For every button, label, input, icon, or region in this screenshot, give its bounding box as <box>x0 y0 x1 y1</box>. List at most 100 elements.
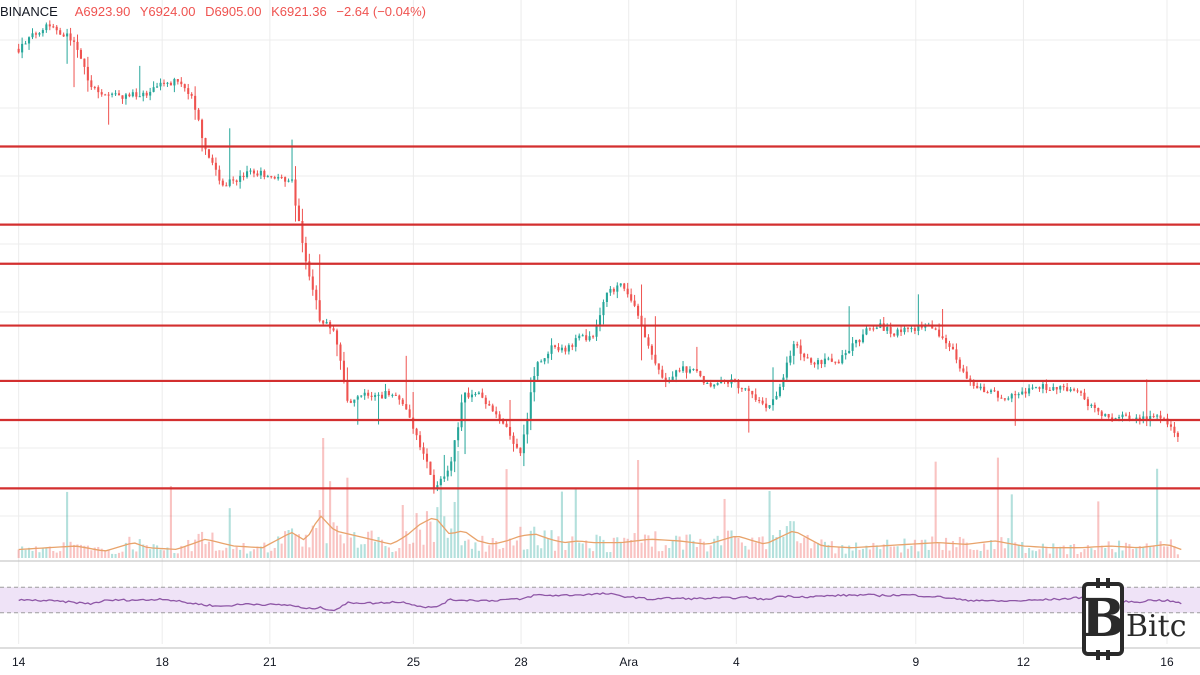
candle <box>488 400 491 406</box>
volume-bar <box>332 522 335 558</box>
candle-body <box>512 435 515 444</box>
volume-bar <box>346 477 349 558</box>
candle <box>955 343 958 364</box>
candle-body <box>761 400 764 404</box>
candle-body <box>695 369 698 372</box>
candle <box>571 343 574 351</box>
volume-bar <box>962 538 965 558</box>
volume-bar <box>581 543 584 558</box>
volume-bar <box>1090 548 1093 558</box>
volume-bar <box>79 544 82 558</box>
candle <box>131 89 134 98</box>
candle <box>239 170 242 189</box>
candle <box>90 75 93 90</box>
candle-body <box>543 358 546 362</box>
candle <box>567 343 570 355</box>
volume-bar <box>169 485 172 558</box>
candle-body <box>256 173 259 176</box>
candle-body <box>595 325 598 337</box>
candle <box>900 325 903 336</box>
candle-body <box>775 395 778 400</box>
candle <box>173 77 176 93</box>
candle <box>66 28 69 64</box>
candle <box>1024 387 1027 398</box>
candle <box>27 36 31 50</box>
volume-bar <box>616 537 619 558</box>
candle <box>522 424 525 467</box>
volume-bar <box>367 531 370 558</box>
candle <box>1176 431 1179 442</box>
candle <box>647 334 650 349</box>
volume-bar <box>803 537 806 558</box>
volume-bar <box>114 554 117 558</box>
volume-bar <box>882 544 885 558</box>
volume-bar <box>93 547 96 558</box>
volume-bar <box>45 547 48 558</box>
candle <box>55 25 58 35</box>
candle <box>851 337 854 356</box>
volume-bar <box>647 535 650 558</box>
candle-body <box>488 404 491 406</box>
volume-bar <box>512 545 515 558</box>
x-tick-label: 25 <box>407 655 421 669</box>
volume-bar <box>467 539 470 558</box>
candle <box>761 397 764 406</box>
volume-bar <box>190 551 193 558</box>
volume-bar <box>685 534 688 558</box>
candle <box>21 37 24 59</box>
candle <box>114 90 117 96</box>
volume-bar <box>1114 552 1117 558</box>
volume-bar <box>1162 546 1166 558</box>
open-value: A6923.90 <box>74 4 131 19</box>
volume-bar <box>1048 553 1051 558</box>
volume-bar <box>830 541 833 558</box>
candle-body <box>339 344 342 361</box>
volume-bar <box>187 539 190 558</box>
candle <box>789 350 792 366</box>
candle-body <box>259 170 262 176</box>
volume-bar <box>1024 552 1027 558</box>
candle-body <box>1138 417 1141 420</box>
candle-body <box>654 354 657 364</box>
candle <box>187 83 190 100</box>
volume-bar <box>266 552 269 558</box>
candle-body <box>726 381 730 384</box>
candle <box>553 344 557 349</box>
candle <box>322 320 325 326</box>
volume-bar <box>1152 545 1155 558</box>
volume-bar <box>855 542 858 558</box>
volume-bar <box>640 542 643 558</box>
candle <box>740 387 743 392</box>
candle <box>799 339 802 361</box>
volume-bar <box>837 547 840 558</box>
candle-body <box>782 377 785 387</box>
candle <box>83 58 86 75</box>
candle <box>844 349 847 360</box>
candle-body <box>349 400 352 403</box>
candle-body <box>515 443 518 448</box>
candle-body <box>650 345 653 355</box>
candle-body <box>1111 417 1114 420</box>
volume-bar <box>768 490 771 558</box>
volume-bar <box>495 541 498 558</box>
candle <box>228 128 231 188</box>
candle <box>156 82 159 88</box>
candle <box>481 388 484 399</box>
volume-bar <box>865 545 868 558</box>
candle <box>1093 402 1096 413</box>
candle-body <box>972 381 975 386</box>
candle <box>211 154 214 166</box>
volume-bar <box>633 533 636 558</box>
candle-body <box>536 362 539 376</box>
candle-body <box>657 363 660 370</box>
candle <box>436 481 439 492</box>
candle-body <box>1024 391 1027 394</box>
volume-bar <box>72 544 76 558</box>
candle-body <box>55 26 58 31</box>
volume-bar <box>104 551 107 558</box>
candle <box>1000 394 1003 399</box>
x-axis: 14 18 21 25 28 Ara 4 9 12 16 <box>12 655 1174 669</box>
candle <box>778 383 781 398</box>
candle <box>893 333 896 337</box>
